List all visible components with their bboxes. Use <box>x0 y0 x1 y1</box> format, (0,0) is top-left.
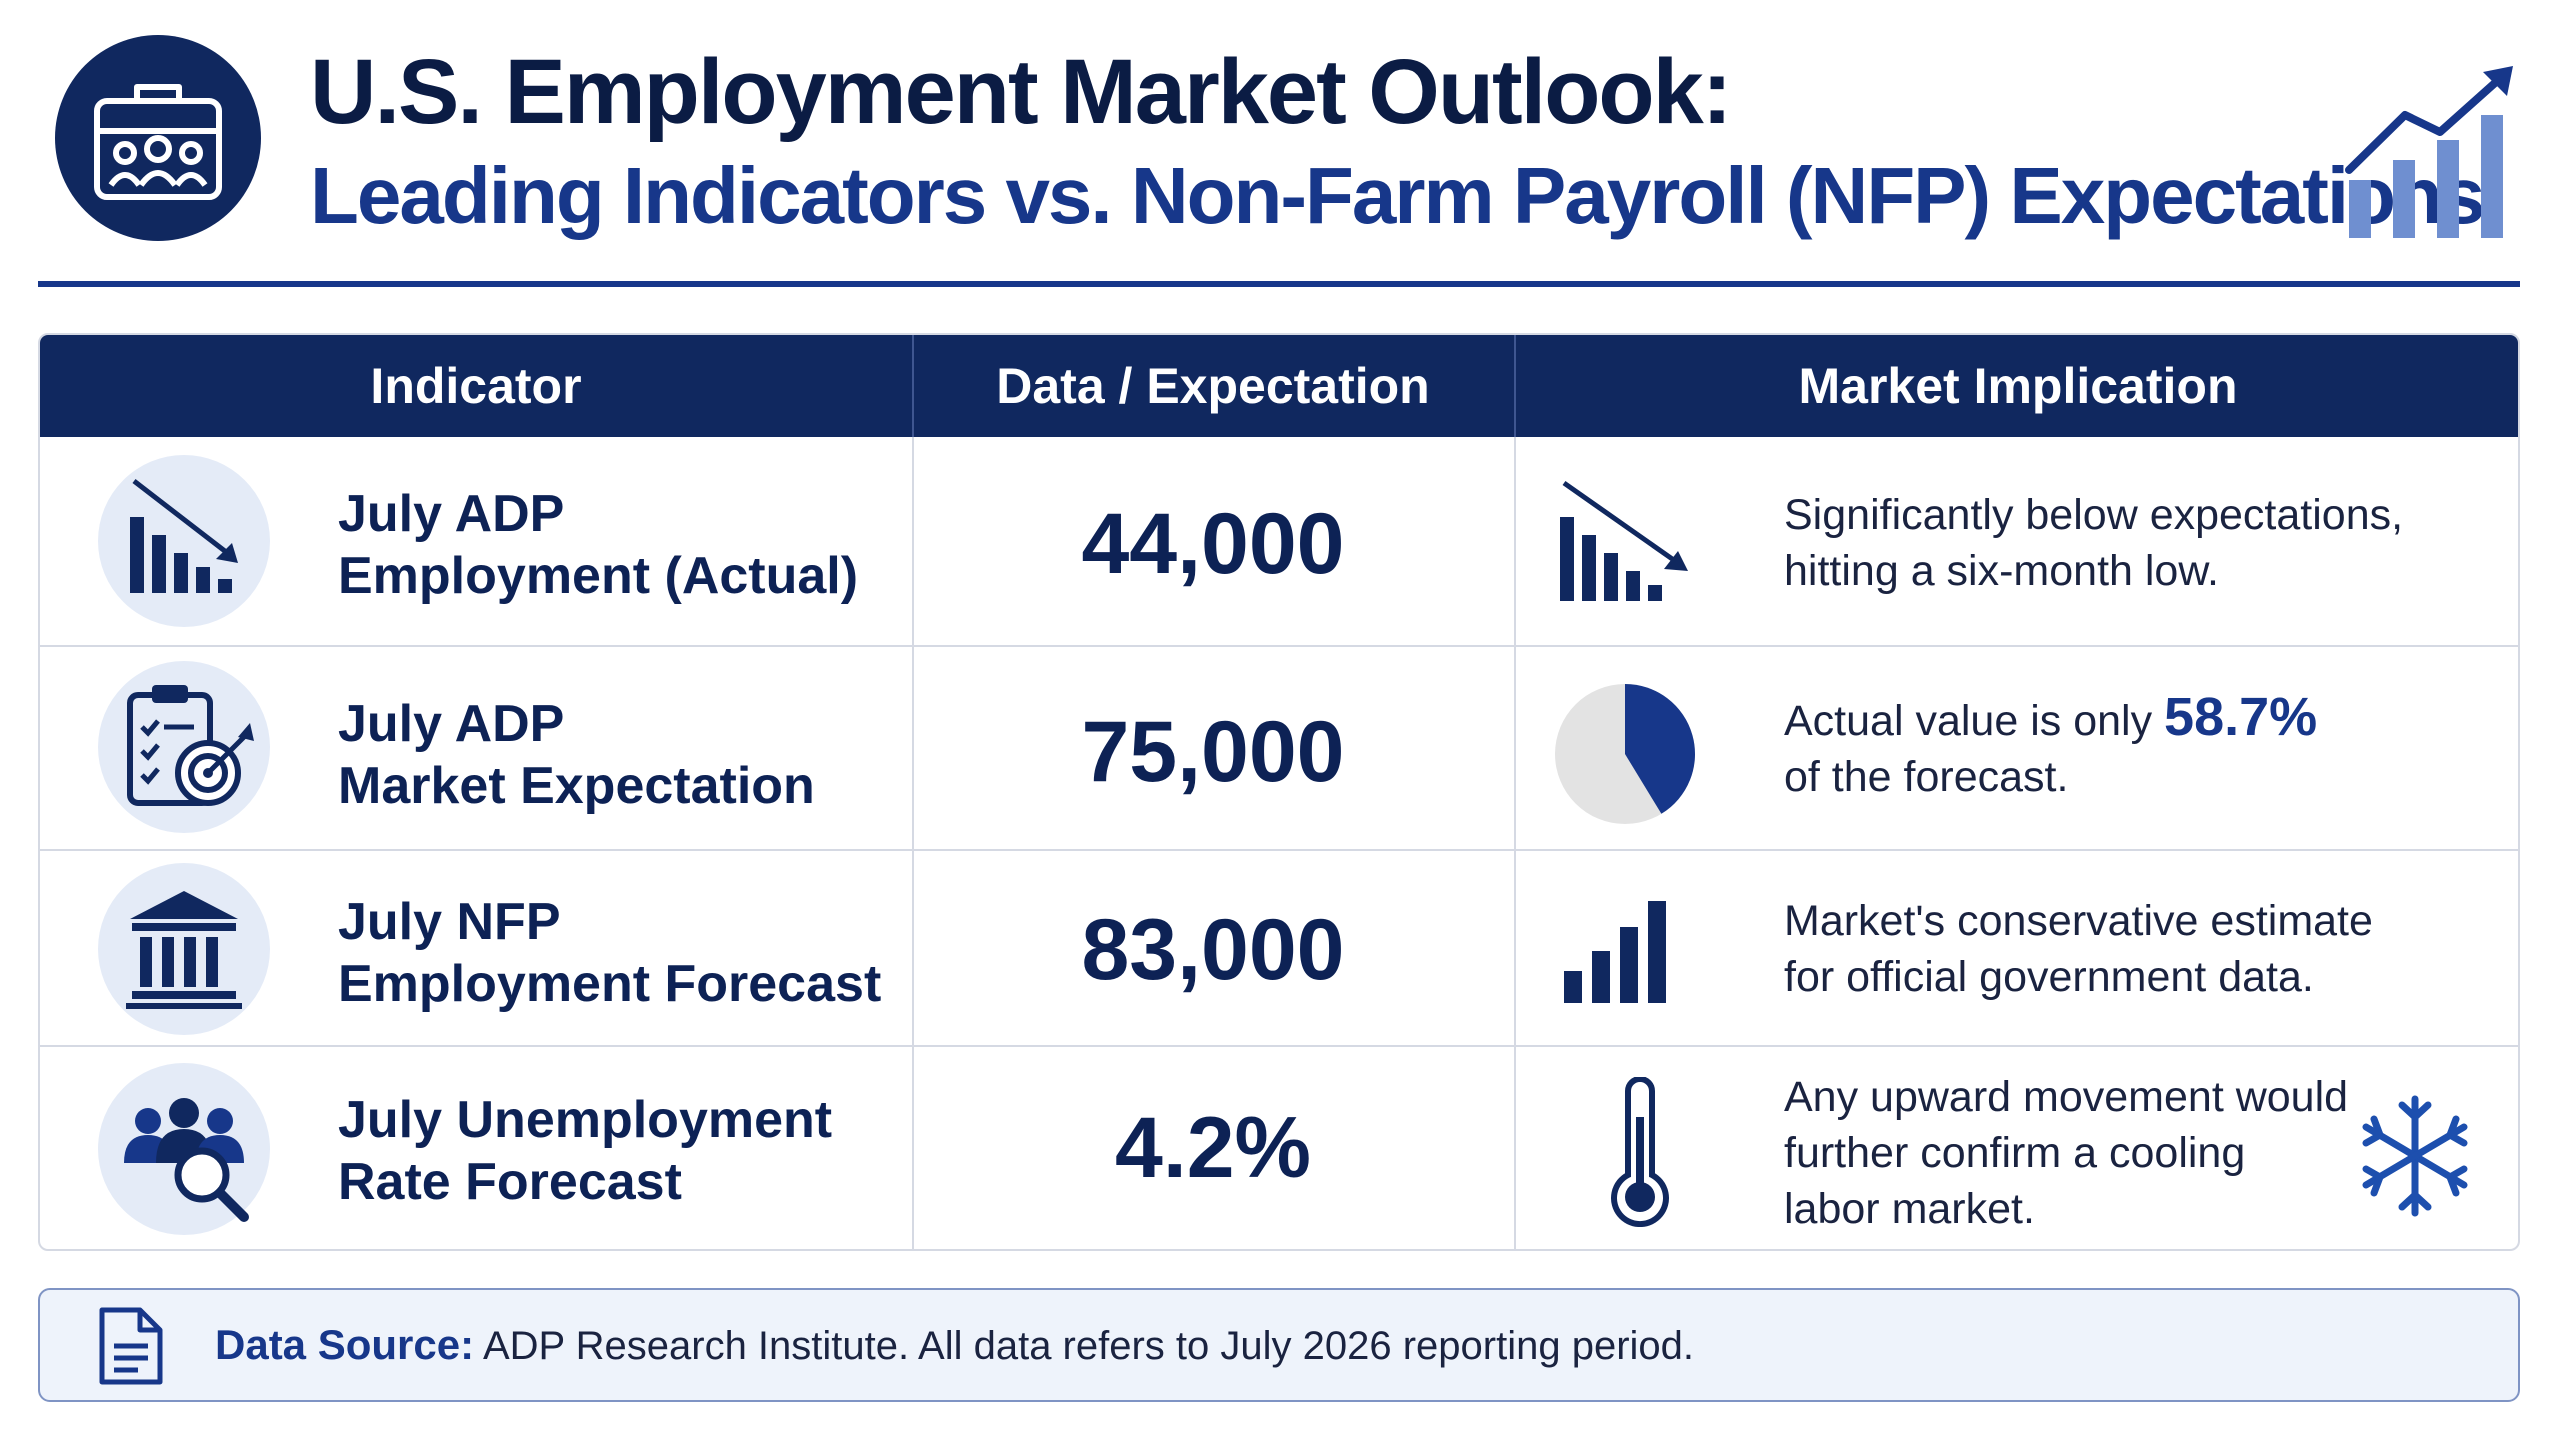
indicator-label: July ADP Employment (Actual) <box>338 485 859 605</box>
clipboard-target-icon <box>98 661 270 833</box>
column-divider <box>1514 437 1516 1249</box>
column-divider <box>912 335 914 437</box>
column-divider <box>912 437 914 1249</box>
declining-bar-chart-icon <box>1560 480 1688 601</box>
header-divider <box>38 281 2520 287</box>
indicator-label: July NFP Employment Forecast <box>338 893 882 1013</box>
briefcase-people-icon <box>55 35 261 241</box>
header: U.S. Employment Market Outlook: Leading … <box>0 0 2560 290</box>
pie-chart-icon <box>1555 684 1695 824</box>
thermometer-icon <box>1611 1077 1669 1227</box>
implication-text: Market's conservative estimate for offic… <box>1784 897 2373 1001</box>
indicator-value: 83,000 <box>1081 902 1345 998</box>
people-search-icon <box>98 1063 270 1235</box>
indicator-value: 75,000 <box>1081 704 1345 800</box>
implication-text: Any upward movement would further confir… <box>1784 1073 2349 1233</box>
indicator-table: Indicator Data / Expectation Market Impl… <box>38 333 2520 1251</box>
column-divider <box>1514 335 1516 437</box>
page-title: U.S. Employment Market Outlook: <box>310 41 1732 143</box>
table-row: July Unemployment Rate Forecast 4.2% Any… <box>40 1045 2518 1249</box>
table-row: July ADP Employment (Actual) 44,000 Sign… <box>40 437 2518 645</box>
data-source-footer: Data Source: ADP Research Institute. All… <box>38 1288 2520 1402</box>
government-building-icon <box>98 863 270 1035</box>
implication-text: Significantly below expectations, hittin… <box>1784 491 2404 595</box>
indicator-label: July ADP Market Expectation <box>338 695 815 815</box>
column-header-data: Data / Expectation <box>996 358 1430 414</box>
table-header: Indicator Data / Expectation Market Impl… <box>40 335 2518 437</box>
page-subtitle: Leading Indicators vs. Non-Farm Payroll … <box>310 151 2485 240</box>
document-icon <box>99 1307 163 1385</box>
rising-bar-chart-icon <box>1564 901 1666 1003</box>
data-source-label: Data Source: <box>215 1321 475 1368</box>
indicator-label: July Unemployment Rate Forecast <box>338 1091 833 1211</box>
table-row: July NFP Employment Forecast 83,000 Mark… <box>40 849 2518 1045</box>
implication-text: Actual value is only 58.7% of the foreca… <box>1784 687 2318 801</box>
column-header-implication: Market Implication <box>1798 358 2238 414</box>
growth-chart-icon <box>2345 66 2513 238</box>
column-header-indicator: Indicator <box>370 358 582 414</box>
pie-slice <box>1625 684 1695 814</box>
data-source-text: Data Source: ADP Research Institute. All… <box>215 1321 1695 1368</box>
declining-bar-chart-icon <box>98 455 270 627</box>
indicator-value: 4.2% <box>1114 1100 1312 1196</box>
snowflake-icon <box>2362 1095 2468 1217</box>
table-row: July ADP Market Expectation 75,000 Actua… <box>40 645 2518 849</box>
indicator-value: 44,000 <box>1081 496 1345 592</box>
highlight-percent: 58.7% <box>2164 687 2318 747</box>
